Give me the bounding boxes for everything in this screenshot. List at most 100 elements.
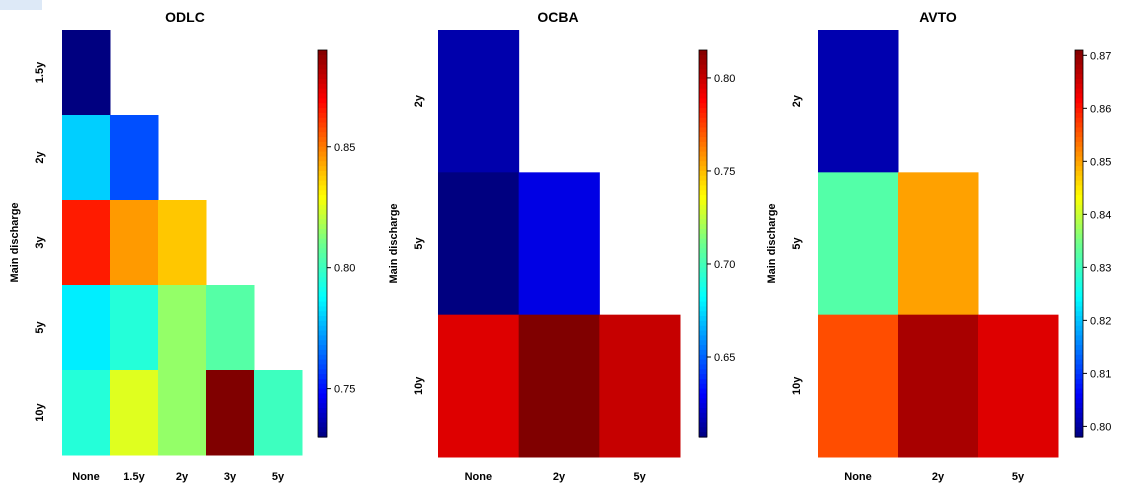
heatmap-cell [110,285,159,371]
colorbar-segment [699,69,707,75]
colorbar-segment [1075,69,1083,75]
colorbar-segment [699,214,707,220]
colorbar-segment [699,199,707,206]
x-tick-label: None [844,471,872,483]
colorbar-segment [699,190,707,196]
colorbar-segment [1075,185,1083,191]
colorbar-segment [318,127,327,133]
colorbar-segment [699,398,707,404]
colorbar-segment [1075,258,1083,264]
colorbar-segment [699,54,707,61]
y-tick-label: 10y [791,376,803,395]
colorbar-segment [699,50,707,56]
colorbar-segment [1075,282,1083,288]
colorbar-segment [318,156,327,162]
colorbar-frame [698,49,708,438]
colorbar-segment [318,175,327,182]
colorbar-segment [699,291,707,298]
colorbar-segment [318,267,327,274]
colorbar-segment [1075,422,1083,428]
colorbar-segment [1075,108,1083,114]
colorbar-segment [1075,262,1083,269]
colorbar-segment [1075,117,1083,124]
colorbar-segment [318,199,327,206]
y-tick-label: 5y [34,321,46,334]
colorbar-segment [1075,103,1083,109]
colorbar-frame [1074,49,1084,438]
colorbar-tick-label: 0.75 [714,166,735,178]
colorbar-segment [1075,228,1083,235]
y-tick-label: 2y [413,94,425,107]
colorbar-segment [318,330,327,337]
heatmap-cell [206,285,255,371]
colorbar-segment [1075,54,1083,61]
colorbar-segment [1075,320,1083,327]
colorbar-tick-label: 0.80 [714,73,735,85]
colorbar-segment [318,398,327,404]
colorbar-segment [1075,272,1083,278]
colorbar-segment [1075,354,1083,361]
colorbar-segment [318,228,327,235]
colorbar-segment [1075,253,1083,259]
colorbar-segment [1075,301,1083,307]
colorbar-segment [699,243,707,249]
heatmap-cell [62,115,111,201]
colorbar-segment [318,383,327,390]
colorbar-segment [699,79,707,85]
colorbar-tick-label: 0.80 [334,263,355,275]
colorbar-segment [318,103,327,109]
colorbar-segment [1075,141,1083,148]
heatmap-cell [110,370,159,456]
colorbar-segment [1075,374,1083,380]
colorbar-segment [1075,349,1083,356]
y-tick-label: 5y [791,237,803,250]
heatmap-cell [518,172,600,316]
colorbar-segment [318,403,327,409]
colorbar-segment [1075,378,1083,385]
heatmap-cell [978,314,1059,458]
colorbar-segment [318,238,327,245]
colorbar-segment [699,122,707,128]
heatmap-panel-avto: AVTO Main discharge 2y 5y 10y None 2y 5y 0.80 0.8… [766,9,1111,483]
y-tick-label: 1.5y [34,61,46,83]
colorbar-segment [699,74,707,80]
colorbar-segment [318,83,327,90]
colorbar-segment [1075,50,1083,56]
colorbar-segment [318,54,327,61]
colorbar-segment [1075,180,1083,187]
colorbar-segment [318,180,327,187]
y-tick-label: 10y [34,402,46,421]
colorbar-segment [1075,238,1083,245]
colorbar-segment [1075,79,1083,85]
y-axis-label: Main discharge [9,202,21,282]
colorbar-segment [318,98,327,104]
heatmap-cell [110,115,159,201]
colorbar-segment [318,185,327,191]
colorbar-segment [318,369,327,375]
colorbar-segment [699,195,707,201]
colorbar-segment [699,422,707,428]
colorbar-segment [1075,137,1083,143]
colorbar-segment [1075,267,1083,274]
y-tick-label: 10y [413,376,425,395]
heatmap-cell [110,200,159,286]
heatmap-cell [599,314,681,458]
y-tick-label: 5y [413,237,425,250]
colorbar-segment [699,262,707,269]
colorbar-segment [699,403,707,409]
colorbar-segment [699,417,707,424]
colorbar-segment [699,180,707,187]
colorbar-segment [699,166,707,172]
colorbar-segment [699,407,707,414]
colorbar-segment [699,141,707,148]
colorbar-segment [1075,127,1083,133]
colorbar-segment [318,316,327,322]
colorbar-segment [699,170,707,177]
colorbar-segment [318,141,327,148]
colorbar-segment [699,340,707,346]
colorbar-segment [318,354,327,361]
colorbar-segment [699,412,707,419]
x-tick-label: 3y [224,471,237,483]
colorbar-tick-label: 0.84 [1090,209,1111,221]
colorbar-segment [699,296,707,303]
